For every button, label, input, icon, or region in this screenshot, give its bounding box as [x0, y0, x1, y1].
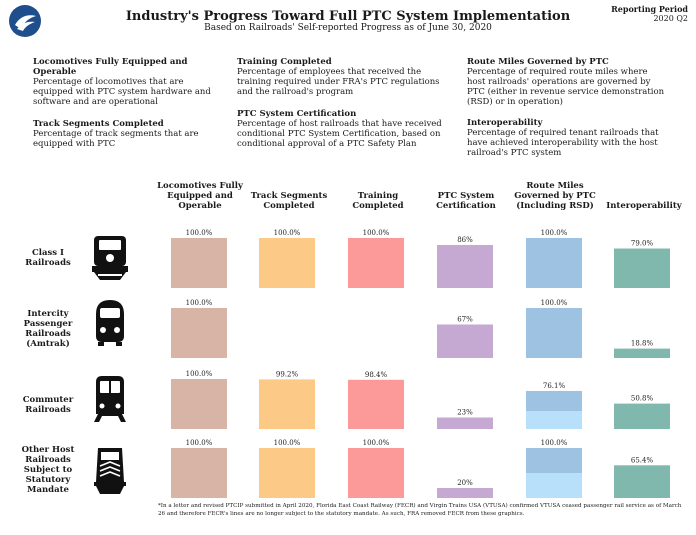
bar-route-miles-other-host-upper	[526, 448, 582, 473]
bar-training-commuter	[348, 379, 404, 429]
definition-text: Percentage of host railroads that have r…	[237, 119, 442, 149]
bar-ptc-certification-commuter	[437, 417, 493, 429]
bar-track-segments-commuter	[259, 379, 315, 429]
bar-locomotives-other-host	[171, 448, 227, 498]
bar-locomotives-intercity	[171, 308, 227, 358]
bar-ptc-certification-intercity	[437, 324, 493, 358]
definition-text: Percentage of required tenant railroads …	[467, 128, 659, 158]
value-label-route-miles-commuter: 76.1%	[543, 382, 566, 390]
value-label-route-miles-other-host: 100.0%	[541, 439, 568, 447]
bar-route-miles-intercity	[526, 308, 582, 358]
definition-heading: Route Miles Governed by PTC	[467, 57, 609, 67]
column-header-route-miles: Route Miles Governed by PTC (Including R…	[514, 181, 596, 211]
value-label-route-miles-intercity: 100.0%	[541, 299, 568, 307]
reporting-period-value: 2020 Q2	[653, 14, 688, 23]
value-label-interoperability-other-host: 65.4%	[631, 456, 654, 464]
bar-route-miles-class-i	[526, 238, 582, 288]
definition-route-miles: Route Miles Governed by PTC Percentage o…	[467, 57, 667, 107]
bar-training-class-i	[348, 238, 404, 288]
column-header-interoperability: Interoperability	[606, 201, 682, 211]
definition-heading: PTC System Certification	[237, 109, 357, 119]
column-header-track-segments: Track Segments Completed	[250, 191, 328, 211]
row-header-other-host: Other Host Railroads Subject to Statutor…	[21, 445, 75, 495]
row-header-commuter: Commuter Railroads	[22, 395, 74, 415]
definition-text: Percentage of track segments that are eq…	[33, 129, 199, 149]
bar-interoperability-other-host	[614, 465, 670, 498]
value-label-ptc-certification-other-host: 20%	[457, 479, 473, 487]
reporting-period-label: Reporting Period	[611, 4, 688, 14]
bar-route-miles-commuter-upper	[526, 390, 582, 411]
definition-heading: Track Segments Completed	[33, 119, 164, 129]
bar-ptc-certification-class-i	[437, 245, 493, 288]
bar-interoperability-class-i	[614, 248, 670, 288]
bar-locomotives-class-i	[171, 238, 227, 288]
value-label-locomotives-commuter: 100.0%	[186, 370, 213, 378]
bar-interoperability-commuter	[614, 403, 670, 429]
value-label-route-miles-class-i: 100.0%	[541, 229, 568, 237]
column-header-locomotives: Locomotives Fully Equipped and Operable	[157, 181, 243, 211]
value-label-interoperability-commuter: 50.8%	[631, 395, 654, 403]
value-label-interoperability-class-i: 79.0%	[631, 240, 654, 248]
bar-track-segments-class-i	[259, 238, 315, 288]
commuter-train-icon	[94, 376, 126, 422]
value-label-track-segments-class-i: 100.0%	[274, 229, 301, 237]
value-label-ptc-certification-class-i: 86%	[457, 236, 473, 244]
row-header-intercity: Intercity Passenger Railroads (Amtrak)	[23, 309, 73, 349]
value-label-ptc-certification-commuter: 23%	[457, 409, 473, 417]
definition-text: Percentage of employees that received th…	[237, 67, 440, 97]
value-label-locomotives-class-i: 100.0%	[186, 229, 213, 237]
definition-track-segments: Track Segments Completed Percentage of t…	[33, 119, 218, 149]
definition-ptc-certification: PTC System Certification Percentage of h…	[237, 109, 442, 149]
page-subtitle: Based on Railroads' Self-reported Progre…	[204, 23, 492, 33]
value-label-training-commuter: 98.4%	[365, 371, 388, 379]
definition-text: Percentage of required route miles where…	[467, 67, 665, 107]
footnote: *In a letter and revised PTCIP submitted…	[158, 503, 682, 517]
column-header-training: Training Completed	[352, 191, 404, 211]
freight-locomotive-icon	[92, 236, 128, 280]
bar-locomotives-commuter	[171, 379, 227, 429]
dot-logo-icon	[9, 5, 41, 37]
definition-text: Percentage of locomotives that are equip…	[33, 77, 211, 107]
value-label-track-segments-other-host: 100.0%	[274, 439, 301, 447]
value-label-track-segments-commuter: 99.2%	[276, 370, 299, 378]
definition-heading: Training Completed	[237, 57, 332, 67]
page-title: Industry's Progress Toward Full PTC Syst…	[125, 9, 571, 24]
host-railroad-train-icon	[94, 448, 126, 494]
bar-route-miles-other-host-lower	[526, 473, 582, 498]
value-label-training-class-i: 100.0%	[363, 229, 390, 237]
value-label-ptc-certification-intercity: 67%	[457, 316, 473, 324]
value-label-training-other-host: 100.0%	[363, 439, 390, 447]
value-label-locomotives-other-host: 100.0%	[186, 439, 213, 447]
definition-interoperability: Interoperability Percentage of required …	[467, 118, 667, 158]
column-header-ptc-certification: PTC System Certification	[436, 191, 496, 211]
definition-locomotives: Locomotives Fully Equipped and Operable …	[33, 57, 218, 107]
bar-interoperability-intercity	[614, 348, 670, 358]
value-label-locomotives-intercity: 100.0%	[186, 299, 213, 307]
intercity-train-icon	[96, 300, 124, 346]
bar-ptc-certification-other-host	[437, 488, 493, 498]
bar-training-other-host	[348, 448, 404, 498]
definition-heading: Locomotives Fully Equipped and Operable	[33, 57, 188, 77]
bar-track-segments-other-host	[259, 448, 315, 498]
definition-heading: Interoperability	[467, 118, 543, 128]
definition-training: Training Completed Percentage of employe…	[237, 57, 442, 97]
value-label-interoperability-intercity: 18.8%	[631, 340, 654, 348]
row-header-class-i: Class I Railroads	[25, 248, 71, 268]
bar-route-miles-commuter-lower	[526, 411, 582, 429]
